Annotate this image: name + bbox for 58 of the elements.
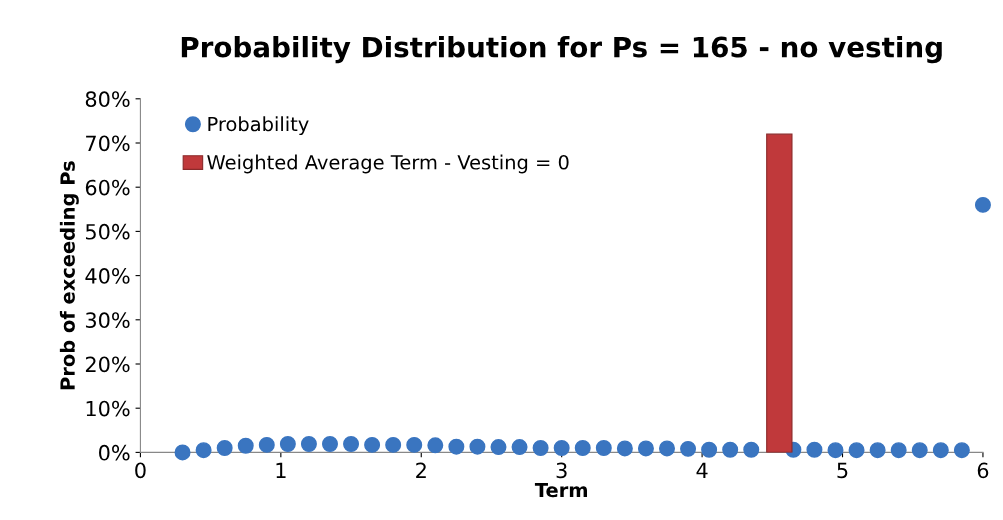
point bbox=[911, 442, 928, 459]
point bbox=[616, 440, 633, 457]
point bbox=[869, 442, 886, 459]
point bbox=[195, 442, 212, 459]
point bbox=[364, 436, 381, 453]
point bbox=[174, 444, 191, 461]
point bbox=[827, 442, 844, 459]
point bbox=[953, 442, 970, 459]
chart-title: Probability Distribution for Ps = 165 - no vesting bbox=[181, 36, 942, 64]
point bbox=[511, 439, 528, 456]
y-tick-label: 10% bbox=[86, 400, 130, 417]
y-tick-label: 80% bbox=[85, 91, 130, 108]
point bbox=[659, 440, 675, 457]
y-tick-label: 30% bbox=[85, 312, 130, 329]
x-tick-label: 0 bbox=[135, 462, 146, 479]
point bbox=[743, 441, 760, 458]
point bbox=[890, 442, 907, 459]
x-tick-label: 3 bbox=[556, 462, 567, 479]
point bbox=[806, 441, 823, 458]
point bbox=[406, 436, 423, 453]
x-tick-label: 1 bbox=[276, 462, 286, 478]
point bbox=[532, 439, 549, 456]
point bbox=[300, 436, 317, 452]
point bbox=[932, 442, 949, 459]
point bbox=[680, 440, 697, 457]
point bbox=[427, 437, 444, 454]
y-tick-label: 60% bbox=[85, 179, 130, 196]
point bbox=[237, 437, 254, 454]
point bbox=[279, 436, 296, 452]
point bbox=[595, 439, 612, 456]
y-axis-title: Prob of exceeding Ps bbox=[59, 161, 79, 390]
point bbox=[490, 439, 507, 456]
point bbox=[216, 439, 233, 456]
x-tick-label: 5 bbox=[837, 462, 848, 479]
y-tick-label: 50% bbox=[86, 223, 130, 240]
x-axis-title: Term bbox=[534, 482, 587, 498]
point bbox=[322, 436, 338, 452]
point bbox=[448, 438, 465, 455]
legend-label: Probability bbox=[208, 116, 309, 136]
y-tick-label: 0% bbox=[99, 444, 130, 461]
point bbox=[722, 441, 739, 458]
point bbox=[974, 196, 991, 213]
point bbox=[385, 436, 402, 453]
point bbox=[574, 439, 591, 456]
point bbox=[469, 438, 486, 455]
x-tick-label: 2 bbox=[416, 462, 426, 478]
point bbox=[343, 436, 360, 452]
point bbox=[848, 442, 865, 459]
legend-label: Weighted Average Term - Vesting = 0 bbox=[207, 154, 569, 174]
x-tick-label: 6 bbox=[977, 462, 989, 479]
y-tick-label: 40% bbox=[85, 268, 130, 284]
point bbox=[553, 439, 570, 456]
point bbox=[701, 441, 718, 458]
y-tick-label: 20% bbox=[85, 356, 130, 373]
point bbox=[637, 440, 654, 457]
x-tick-label: 4 bbox=[696, 462, 708, 478]
point bbox=[258, 436, 275, 453]
y-tick-label: 70% bbox=[86, 135, 130, 152]
